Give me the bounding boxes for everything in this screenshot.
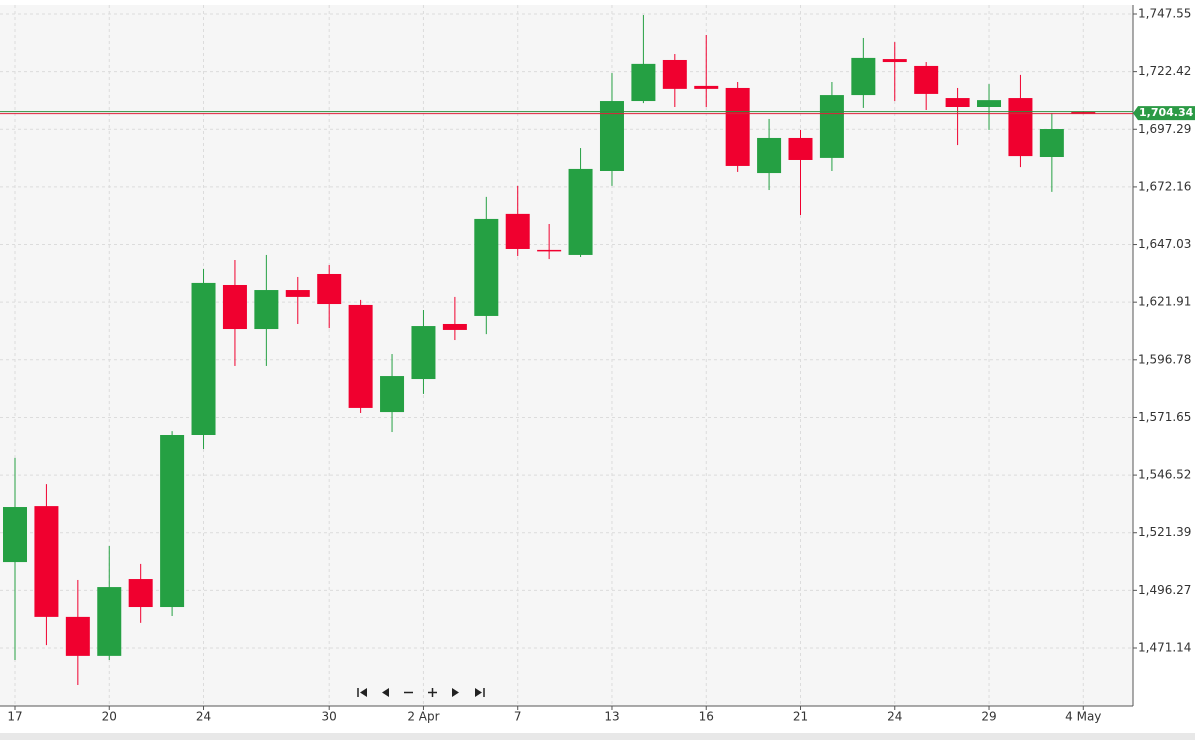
candle-body (537, 249, 562, 252)
candle-body (977, 100, 1002, 108)
go-forward[interactable] (452, 688, 459, 697)
x-tick-label: 24 (196, 710, 211, 724)
candle-body (788, 137, 813, 160)
y-tick-label: 1,496.27 (1138, 583, 1191, 597)
candle-body (914, 65, 939, 94)
y-tick-label: 1,722.42 (1138, 64, 1191, 78)
candle-body (568, 168, 593, 255)
x-tick-label: 30 (322, 710, 337, 724)
candle-body (191, 282, 216, 435)
candle-body (1008, 98, 1033, 157)
y-tick-label: 1,697.29 (1138, 122, 1191, 136)
candle-body (851, 57, 876, 96)
candle-body (819, 95, 844, 158)
candle-body (348, 304, 373, 408)
go-first[interactable] (357, 688, 367, 697)
y-tick-label: 1,596.78 (1138, 352, 1191, 366)
y-tick-label: 1,521.39 (1138, 525, 1191, 539)
candle-body (380, 376, 405, 413)
candle-body (599, 101, 624, 171)
y-tick-label: 1,621.91 (1138, 295, 1191, 309)
y-tick-label: 1,647.03 (1138, 237, 1191, 251)
candle-body (3, 507, 27, 563)
candle-body (662, 59, 687, 89)
candle-body (474, 218, 499, 316)
go-back[interactable] (382, 688, 389, 697)
x-tick-label: 24 (887, 710, 902, 724)
candle-body (317, 273, 342, 305)
y-tick-label: 1,546.52 (1138, 468, 1191, 482)
candle-body (945, 98, 970, 108)
candle-body (97, 587, 122, 656)
x-tick-label: 20 (102, 710, 117, 724)
last-price-label: 1,704.34 (1139, 106, 1194, 119)
zoom-in[interactable] (428, 688, 437, 697)
candle-body (725, 87, 750, 166)
candle-body (1071, 112, 1096, 114)
candle-body (34, 506, 59, 617)
candle-body (631, 63, 656, 102)
navigation-controls (357, 688, 485, 697)
candle-body (128, 579, 153, 608)
x-tick-label: 29 (981, 710, 996, 724)
y-tick-label: 1,571.65 (1138, 410, 1191, 424)
candle-body (505, 213, 530, 249)
candle-body (411, 326, 436, 380)
x-tick-label: 7 (514, 710, 522, 724)
x-tick-label: 2 Apr (407, 710, 439, 724)
y-tick-label: 1,747.55 (1138, 6, 1191, 20)
x-tick-label: 16 (699, 710, 714, 724)
y-tick-label: 1,672.16 (1138, 179, 1191, 193)
scrollbar (0, 733, 1195, 740)
plot-area (0, 5, 1133, 706)
candle-body (222, 284, 247, 330)
candle-body (1039, 129, 1064, 158)
x-tick-label: 13 (604, 710, 619, 724)
x-tick-label: 21 (793, 710, 808, 724)
candle-body (254, 290, 279, 330)
candle-body (160, 434, 185, 608)
go-last[interactable] (475, 688, 485, 697)
candle-body (65, 616, 90, 656)
candle-body (757, 137, 782, 174)
x-tick-label: 17 (7, 710, 22, 724)
x-tick-label: 4 May (1065, 710, 1101, 724)
candle-body (694, 85, 719, 89)
candle-body (882, 59, 907, 63)
y-tick-label: 1,471.14 (1138, 640, 1191, 654)
candle-body (285, 290, 310, 297)
last-price-marker (1133, 106, 1195, 121)
candle-body (442, 323, 467, 330)
